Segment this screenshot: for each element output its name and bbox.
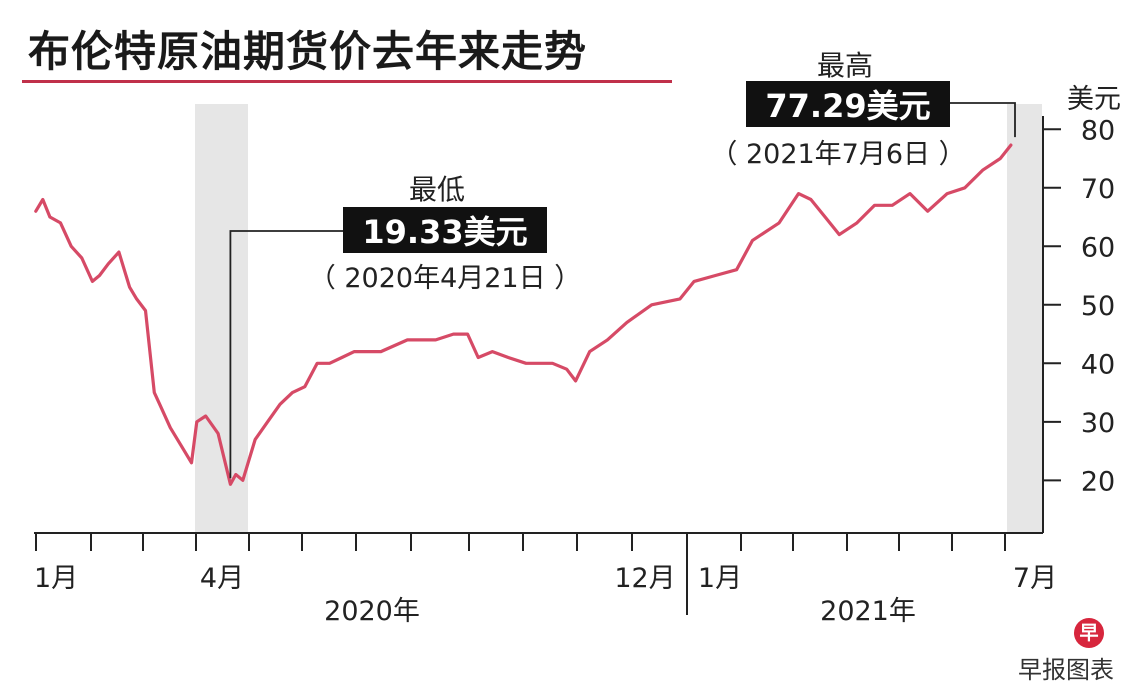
x-year-label: 2021年: [820, 596, 916, 627]
low-value-box: [343, 207, 547, 253]
high-label: 最高: [817, 49, 873, 82]
y-axis-unit-label: 美元: [1067, 84, 1121, 115]
y-tick-label: 30: [1081, 408, 1115, 439]
x-month-label: 1月: [698, 563, 742, 594]
shade-band-high: [1007, 104, 1042, 533]
x-month-label: 7月: [1013, 563, 1057, 594]
high-date: （ 2021年7月6日 ）: [710, 139, 965, 170]
x-year-label: 2020年: [324, 596, 420, 627]
x-month-label: 1月: [34, 563, 78, 594]
y-tick-label: 70: [1081, 174, 1115, 205]
high-leader-line: [950, 102, 1016, 138]
y-tick-label: 50: [1081, 291, 1115, 322]
series-line: [34, 143, 1013, 486]
annotations: 最低 19.33美元 （ 2020年4月21日 ） 最高 77.29美元 （ 2021年7…: [229, 49, 1016, 479]
title-underline: [22, 80, 672, 83]
low-date: （ 2020年4月21日 ）: [309, 263, 581, 294]
low-leader-line: [229, 230, 343, 479]
x-month-label: 12月: [614, 563, 675, 594]
x-axis: 1月 4月 12月 1月 7月 2020年 2021年: [34, 532, 1057, 627]
credit-text: 早报图表: [1018, 656, 1114, 684]
y-tick-label: 40: [1081, 349, 1115, 380]
series-layer: [34, 143, 1013, 486]
chart-title: 布伦特原油期货价去年来走势: [28, 27, 588, 76]
low-value: 19.33美元: [362, 213, 527, 251]
shaded-bands: [195, 104, 1042, 533]
x-month-label: 4月: [200, 563, 244, 594]
y-tick-label: 80: [1081, 115, 1115, 146]
low-label: 最低: [409, 173, 465, 206]
high-value: 77.29美元: [765, 87, 930, 125]
y-tick-label: 60: [1081, 232, 1115, 263]
brand-logo: 早: [1074, 618, 1104, 648]
y-tick-label: 20: [1081, 466, 1115, 497]
high-value-box: [746, 81, 950, 127]
shade-band-low: [195, 104, 248, 533]
